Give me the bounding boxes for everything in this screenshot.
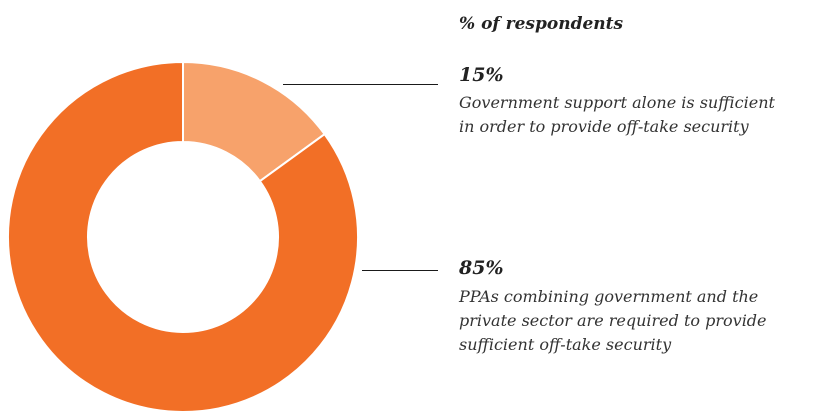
callout-value-2: 85% — [459, 257, 504, 279]
callout-label-1: Government support alone is sufficient i… — [459, 93, 775, 136]
callout-value-1: 15% — [459, 64, 504, 86]
chart-subtitle: % of respondents — [459, 14, 624, 34]
callout-label-2: PPAs combining government and the privat… — [459, 287, 767, 354]
donut-slice-2 — [7, 60, 359, 411]
leader-line-1 — [283, 84, 438, 85]
leader-line-2 — [362, 270, 438, 271]
